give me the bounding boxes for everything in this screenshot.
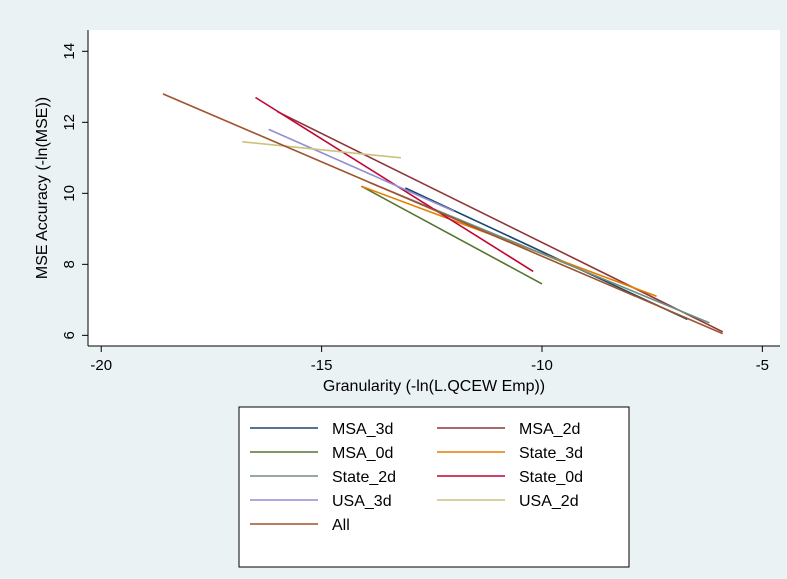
legend-label-msa-3d: MSA_3d bbox=[332, 421, 393, 438]
x-tick-label: -15 bbox=[311, 357, 333, 374]
series-line-msa-2d bbox=[277, 110, 724, 333]
series-line-usa-3d bbox=[268, 128, 455, 212]
y-axis-title: MSE Accuracy (-ln(MSE)) bbox=[34, 97, 51, 279]
legend: MSA_3d MSA_2d MSA_0d State_3d State_2d State_… bbox=[238, 406, 630, 568]
series-line-msa-0d bbox=[360, 185, 543, 285]
legend-label-state-3d: State_3d bbox=[519, 445, 583, 462]
legend-label-all: All bbox=[332, 517, 350, 534]
series-line-usa-2d bbox=[242, 141, 401, 159]
legend-box bbox=[238, 406, 630, 568]
x-axis-title: Granularity (-ln(L.QCEW Emp)) bbox=[323, 378, 545, 395]
legend-label-usa-2d: USA_2d bbox=[519, 493, 579, 510]
x-tick-label: -5 bbox=[756, 357, 769, 374]
series-line-all bbox=[162, 93, 724, 335]
y-tick-label: 8 bbox=[61, 260, 78, 268]
series-lines bbox=[162, 93, 724, 335]
y-tick-label: 12 bbox=[61, 114, 78, 131]
y-tick-label: 14 bbox=[61, 43, 78, 60]
legend-label-state-0d: State_0d bbox=[519, 469, 583, 486]
legend-label-state-2d: State_2d bbox=[332, 469, 396, 486]
legend-label-msa-0d: MSA_0d bbox=[332, 445, 393, 462]
y-tick-label: 6 bbox=[61, 331, 78, 339]
axes: -20 -15 -10 -5 6 8 10 12 14 bbox=[61, 30, 780, 374]
x-tick-label: -10 bbox=[531, 357, 553, 374]
x-tick-label: -20 bbox=[90, 357, 112, 374]
plot-area bbox=[88, 30, 780, 346]
legend-label-msa-2d: MSA_2d bbox=[519, 421, 580, 438]
legend-label-usa-3d: USA_3d bbox=[332, 493, 392, 510]
y-tick-label: 10 bbox=[61, 185, 78, 202]
